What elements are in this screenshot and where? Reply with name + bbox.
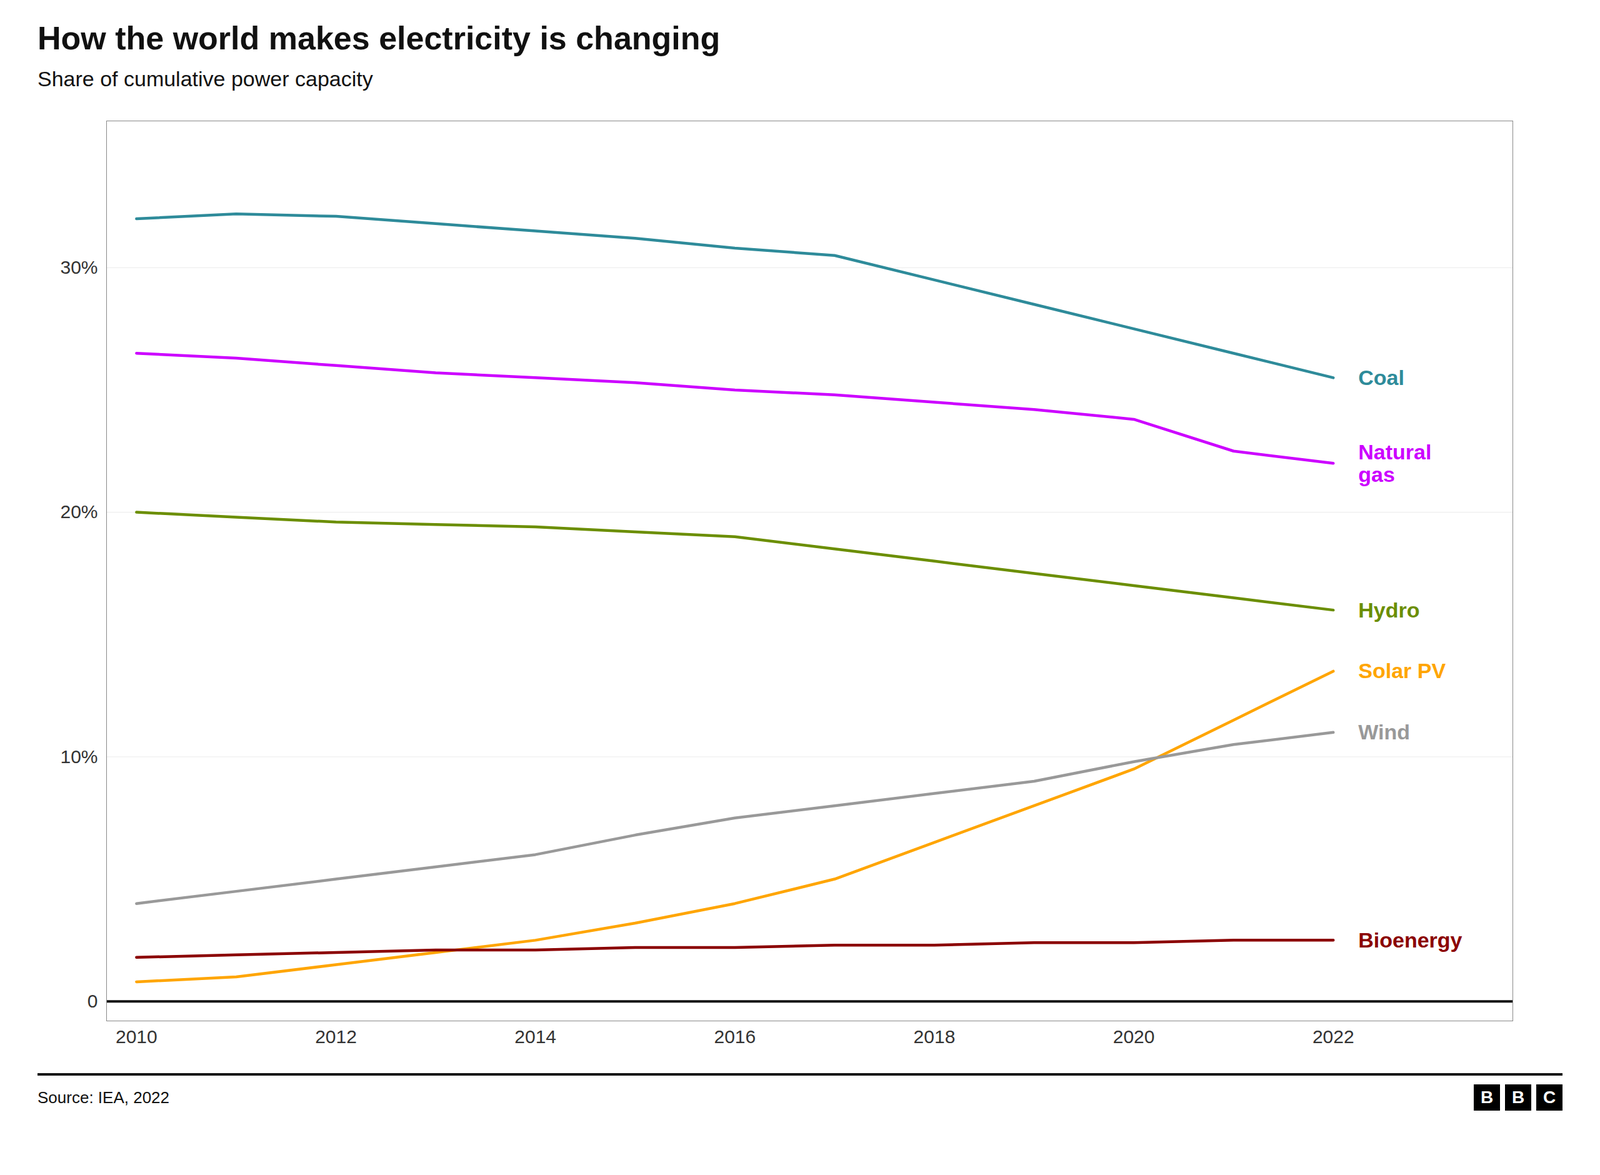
svg-text:2022: 2022 xyxy=(1312,1026,1355,1047)
svg-text:Coal: Coal xyxy=(1358,365,1405,390)
html-text:B: B xyxy=(1480,1087,1494,1107)
svg-text:Naturalgas: Naturalgas xyxy=(1358,440,1432,487)
html-text:Share of cumulative power capa: Share of cumulative power capacity xyxy=(37,67,373,91)
svg-text:0: 0 xyxy=(87,990,99,1012)
svg-text:20%: 20% xyxy=(60,501,98,522)
svg-text:Solar PV: Solar PV xyxy=(1358,659,1446,684)
html-text:Source: IEA, 2022: Source: IEA, 2022 xyxy=(37,1087,170,1107)
svg-text:Hydro: Hydro xyxy=(1358,598,1420,622)
svg-text:2016: 2016 xyxy=(713,1026,756,1047)
svg-text:Bioenergy: Bioenergy xyxy=(1358,928,1462,952)
svg-text:30%: 30% xyxy=(60,256,98,278)
html-text:How the world makes electricit: How the world makes electricity is chang… xyxy=(37,20,721,57)
html-text:C: C xyxy=(1543,1087,1556,1107)
svg-text:10%: 10% xyxy=(60,746,98,767)
html-text:B: B xyxy=(1511,1087,1525,1107)
svg-text:2018: 2018 xyxy=(913,1026,956,1047)
svg-text:2012: 2012 xyxy=(315,1026,357,1047)
svg-text:2010: 2010 xyxy=(115,1026,158,1047)
svg-text:2020: 2020 xyxy=(1113,1026,1155,1047)
svg-text:2014: 2014 xyxy=(514,1026,557,1047)
svg-text:Wind: Wind xyxy=(1358,720,1410,744)
